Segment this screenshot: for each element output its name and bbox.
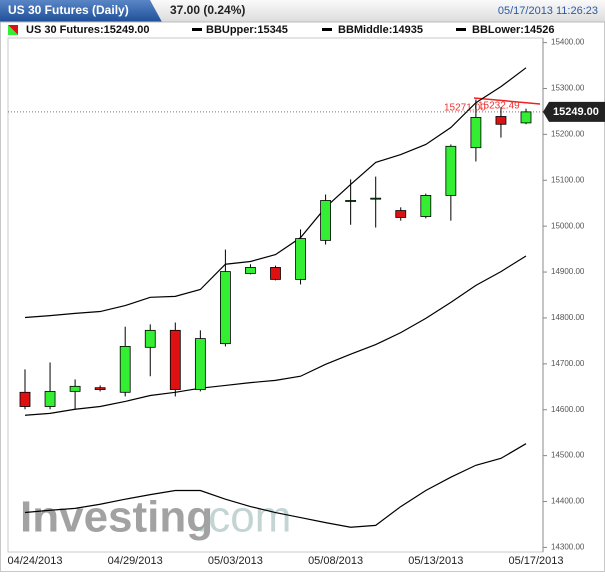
candle-body bbox=[420, 195, 432, 217]
y-tick-label: 15200.00 bbox=[551, 129, 585, 138]
candle-body bbox=[345, 200, 357, 202]
y-tick-label: 15400.00 bbox=[551, 38, 585, 47]
x-tick-label: 05/08/2013 bbox=[308, 555, 363, 567]
candle-body bbox=[44, 390, 56, 407]
band-line bbox=[24, 255, 527, 416]
legend-icon bbox=[456, 28, 466, 31]
candle-body bbox=[119, 345, 131, 393]
x-tick-label: 04/24/2013 bbox=[7, 555, 62, 567]
candle-body bbox=[194, 338, 206, 390]
y-tick-label: 14300.00 bbox=[551, 543, 585, 552]
candle-body bbox=[320, 200, 332, 241]
annotation: 15271.00 bbox=[444, 103, 486, 114]
candle-body bbox=[395, 210, 407, 218]
legend-entry: BBUpper:15345 bbox=[206, 24, 288, 36]
legend-icon bbox=[8, 25, 18, 35]
x-tick-label: 05/03/2013 bbox=[208, 555, 263, 567]
candle-body bbox=[470, 116, 482, 149]
candle-body bbox=[94, 387, 106, 390]
x-tick-label: 04/29/2013 bbox=[108, 555, 163, 567]
y-tick-label: 15300.00 bbox=[551, 84, 585, 93]
y-tick-label: 14800.00 bbox=[551, 313, 585, 322]
last-price-label: 15249.00 bbox=[553, 106, 599, 118]
candle-body bbox=[69, 385, 81, 392]
candle-body bbox=[495, 116, 507, 125]
legend-entry: BBMiddle:14935 bbox=[338, 24, 423, 36]
watermark: .com bbox=[196, 493, 291, 542]
candle-body bbox=[520, 111, 532, 124]
header-tab bbox=[0, 0, 162, 22]
candle-body bbox=[144, 329, 156, 348]
candle-body bbox=[445, 145, 457, 196]
header-change: 37.00 (0.24%) bbox=[170, 3, 245, 17]
y-tick-label: 15000.00 bbox=[551, 221, 585, 230]
annotation: 15232.49 bbox=[478, 101, 520, 112]
x-tick-label: 05/17/2013 bbox=[508, 555, 563, 567]
y-tick-label: 14700.00 bbox=[551, 359, 585, 368]
candle-body bbox=[19, 391, 31, 407]
y-tick-label: 14500.00 bbox=[551, 451, 585, 460]
legend-entry: BBLower:14526 bbox=[472, 24, 555, 36]
header-title: US 30 Futures (Daily) bbox=[8, 3, 129, 17]
y-tick-label: 14900.00 bbox=[551, 267, 585, 276]
trend-line bbox=[473, 97, 541, 105]
watermark: Investing bbox=[20, 493, 213, 542]
candle-body bbox=[295, 238, 306, 280]
candle-body bbox=[370, 197, 382, 200]
candle-body bbox=[270, 267, 281, 280]
x-tick-label: 05/13/2013 bbox=[408, 555, 463, 567]
candle-body bbox=[169, 329, 181, 390]
last-price-box bbox=[543, 101, 605, 122]
legend-icon bbox=[322, 28, 332, 31]
candle-body bbox=[245, 267, 256, 274]
header-timestamp: 05/17/2013 11:26:23 bbox=[498, 5, 598, 17]
y-tick-label: 15100.00 bbox=[551, 175, 585, 184]
band-line bbox=[24, 443, 527, 528]
candle-body bbox=[219, 271, 231, 345]
legend-entry: US 30 Futures:15249.00 bbox=[26, 24, 150, 36]
legend-icon bbox=[192, 28, 202, 31]
y-tick-label: 14600.00 bbox=[551, 405, 585, 414]
y-tick-label: 14400.00 bbox=[551, 497, 585, 506]
band-line bbox=[24, 67, 527, 319]
